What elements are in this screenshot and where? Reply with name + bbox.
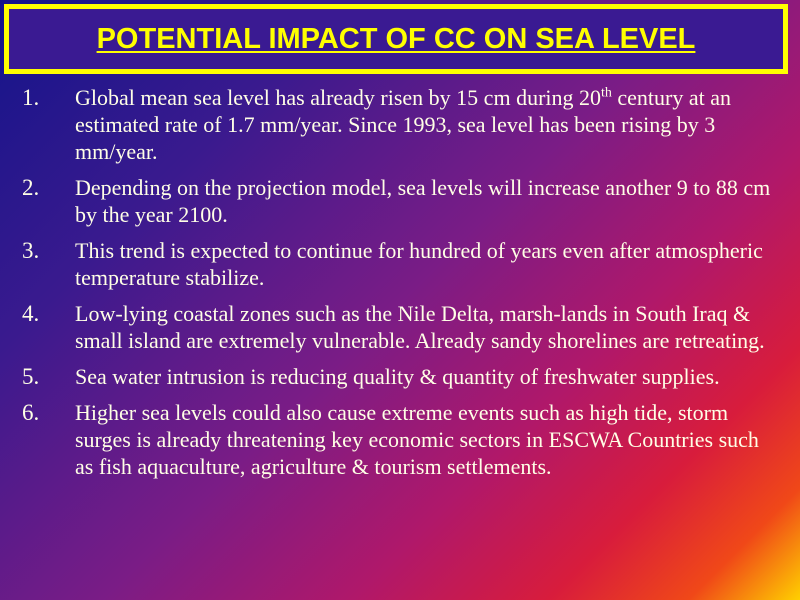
title: POTENTIAL IMPACT OF CC ON SEA LEVEL (96, 22, 696, 55)
list-item: 2. Depending on the projection model, sea… (0, 174, 800, 228)
item-text-block: Depending on the projection model, sea l… (75, 174, 780, 228)
item-superscript: th (601, 85, 612, 101)
item-text: This trend is expected to continue for h… (75, 238, 763, 290)
item-text-block: Global mean sea level has already risen … (75, 84, 780, 165)
item-text: Low-lying coastal zones such as the Nile… (75, 301, 765, 353)
title-box: POTENTIAL IMPACT OF CC ON SEA LEVEL (4, 4, 788, 74)
list-item: 3. This trend is expected to continue for… (0, 237, 800, 291)
item-number: 4. (22, 301, 40, 326)
item-number: 3. (22, 238, 40, 263)
bullet-list: 1. Global mean sea level has already rise… (0, 84, 800, 489)
item-number: 2. (22, 175, 40, 200)
list-item: 5. Sea water intrusion is reducing qualit… (0, 363, 800, 390)
item-text: Sea water intrusion is reducing quality … (75, 364, 720, 389)
item-text: Higher sea levels could also cause extre… (75, 400, 759, 479)
list-item: 1. Global mean sea level has already rise… (0, 84, 800, 165)
list-item: 4. Low-lying coastal zones such as the Ni… (0, 300, 800, 354)
item-text-block: Low-lying coastal zones such as the Nile… (75, 300, 780, 354)
item-text-block: Sea water intrusion is reducing quality … (75, 363, 780, 390)
item-text-block: This trend is expected to continue for h… (75, 237, 780, 291)
item-text: Global mean sea level has already risen … (75, 85, 602, 110)
item-number: 5. (22, 364, 40, 389)
item-text: Depending on the projection model, sea l… (75, 175, 771, 227)
item-number: 6. (22, 400, 40, 425)
list-item: 6. Higher sea levels could also cause ext… (0, 399, 800, 480)
item-text: century at an estimated rate of 1.7 mm/y… (75, 85, 732, 164)
item-text-block: Higher sea levels could also cause extre… (75, 399, 780, 480)
item-number: 1. (22, 85, 40, 110)
